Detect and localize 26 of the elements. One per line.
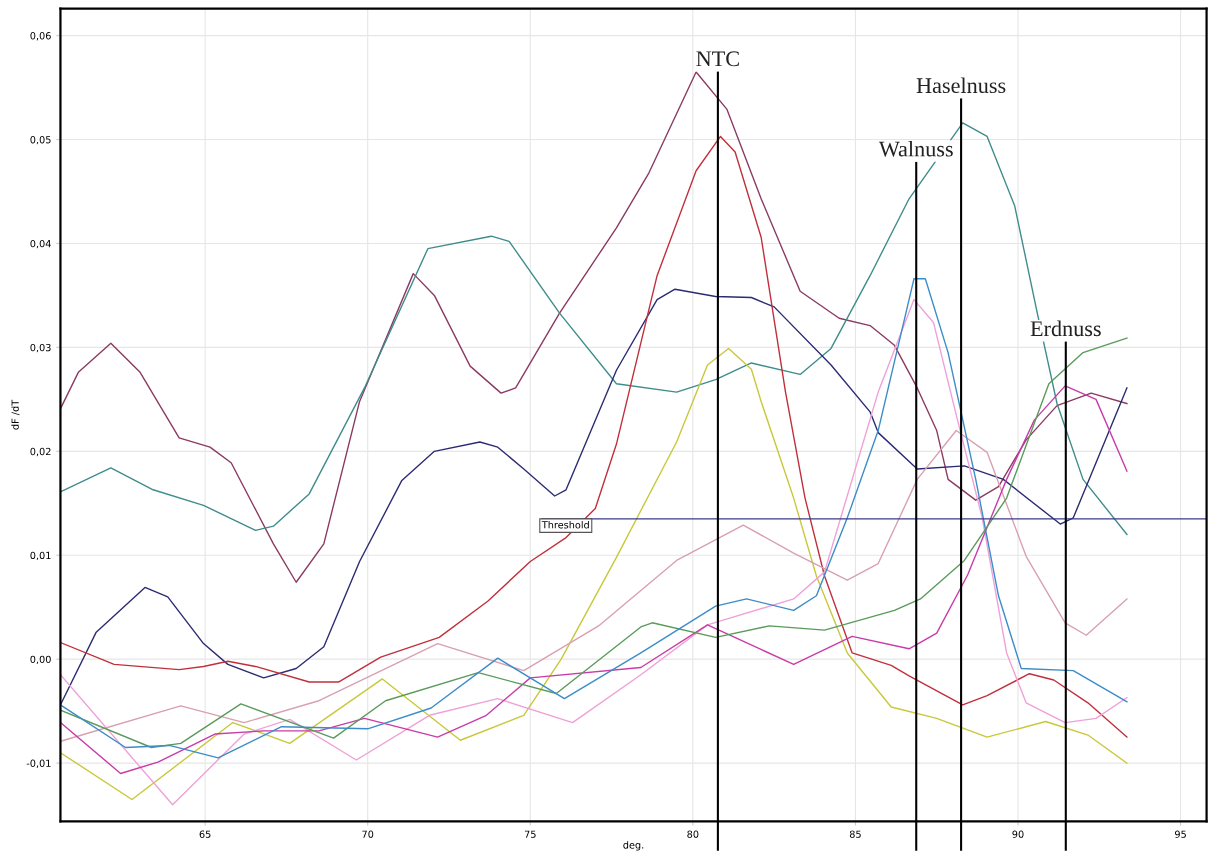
y-tick-label: 0,04 bbox=[30, 239, 51, 249]
line-series bbox=[60, 135, 1128, 738]
y-tick-label: 0,01 bbox=[30, 551, 51, 561]
y-tick-label: 0,00 bbox=[30, 655, 51, 664]
line-series bbox=[60, 71, 1128, 583]
y-axis-title: dF /dT bbox=[11, 399, 20, 430]
y-tick-label: -0,01 bbox=[26, 759, 51, 768]
x-tick-label: 80 bbox=[687, 830, 699, 838]
x-tick-label: 85 bbox=[849, 830, 861, 838]
y-tick-label: 0,02 bbox=[30, 447, 51, 457]
ref-line-label: Threshold bbox=[541, 520, 589, 529]
line-series bbox=[60, 429, 1128, 742]
line-series bbox=[60, 122, 1128, 536]
ref-line-label: NTC bbox=[696, 51, 739, 67]
x-axis-title: deg. bbox=[623, 841, 644, 851]
ref-line-label: Erdnuss bbox=[1030, 320, 1101, 337]
ref-line-label: Haselnuss bbox=[916, 77, 1006, 94]
y-tick-label: 0,05 bbox=[30, 136, 51, 145]
y-tick-label: 0,03 bbox=[30, 343, 51, 353]
ref-line-label: Walnuss bbox=[878, 140, 953, 157]
x-tick-label: 95 bbox=[1175, 830, 1186, 838]
x-tick-label: 75 bbox=[524, 830, 536, 838]
x-tick-label: 65 bbox=[199, 830, 211, 838]
x-tick-label: 90 bbox=[1012, 830, 1024, 838]
x-tick-label: 70 bbox=[362, 830, 374, 838]
y-tick-label: 0,06 bbox=[30, 32, 51, 41]
